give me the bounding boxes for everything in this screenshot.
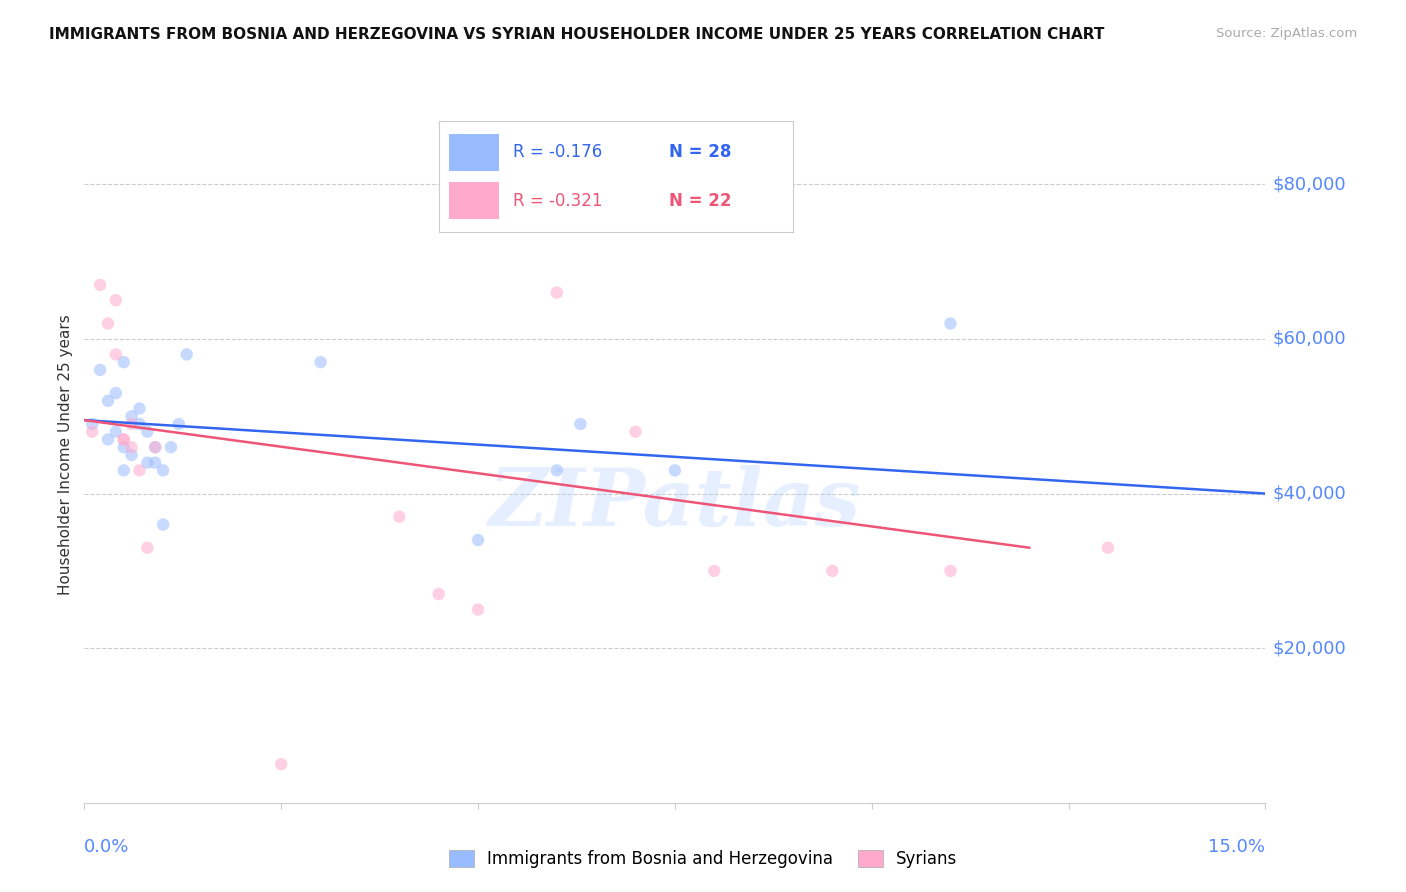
Point (112, 440, 135, 454)
Point (128, 401, 150, 416)
Text: IMMIGRANTS FROM BOSNIA AND HERZEGOVINA VS SYRIAN HOUSEHOLDER INCOME UNDER 25 YEA: IMMIGRANTS FROM BOSNIA AND HERZEGOVINA V… (49, 27, 1105, 42)
Point (121, 448, 143, 462)
Point (939, 564, 962, 578)
Point (89, 363, 111, 377)
Text: Source: ZipAtlas.com: Source: ZipAtlas.com (1216, 27, 1357, 40)
Point (97, 317, 120, 331)
Point (104, 386, 127, 401)
Point (97, 393, 120, 408)
Point (112, 433, 135, 447)
Point (136, 456, 159, 470)
Point (143, 456, 166, 470)
Point (309, 355, 332, 369)
Point (136, 425, 159, 439)
Text: $40,000: $40,000 (1272, 484, 1346, 502)
Point (121, 409, 143, 424)
Text: $60,000: $60,000 (1272, 330, 1346, 348)
Point (104, 293, 127, 308)
Point (467, 533, 489, 547)
Point (97, 433, 120, 447)
Point (112, 355, 135, 369)
Point (821, 564, 844, 578)
Point (112, 463, 135, 477)
Point (121, 440, 143, 454)
Point (270, 757, 292, 772)
Text: 15.0%: 15.0% (1208, 838, 1265, 856)
Point (136, 541, 159, 555)
Point (128, 463, 150, 477)
Point (121, 417, 143, 431)
Point (569, 417, 592, 431)
Y-axis label: Householder Income Under 25 years: Householder Income Under 25 years (58, 315, 73, 595)
Point (939, 317, 962, 331)
Point (152, 517, 174, 532)
Legend: Immigrants from Bosnia and Herzegovina, Syrians: Immigrants from Bosnia and Herzegovina, … (441, 843, 965, 875)
Point (128, 417, 150, 431)
Text: 0.0%: 0.0% (84, 838, 129, 856)
Point (1097, 541, 1119, 555)
Point (664, 463, 686, 477)
Point (176, 347, 198, 361)
Point (82, 417, 104, 431)
Point (160, 440, 183, 454)
Point (104, 347, 127, 361)
Point (546, 463, 568, 477)
Point (112, 433, 135, 447)
Point (624, 425, 647, 439)
Text: $20,000: $20,000 (1272, 640, 1346, 657)
Point (467, 602, 489, 616)
Point (89, 277, 111, 292)
Text: $80,000: $80,000 (1272, 176, 1346, 194)
Point (152, 463, 174, 477)
Point (703, 564, 725, 578)
Point (546, 285, 568, 300)
Point (167, 417, 190, 431)
Point (388, 509, 411, 524)
Point (143, 440, 166, 454)
Point (143, 440, 166, 454)
Point (82, 425, 104, 439)
Point (104, 425, 127, 439)
Point (427, 587, 450, 601)
Text: ZIPatlas: ZIPatlas (489, 465, 860, 542)
